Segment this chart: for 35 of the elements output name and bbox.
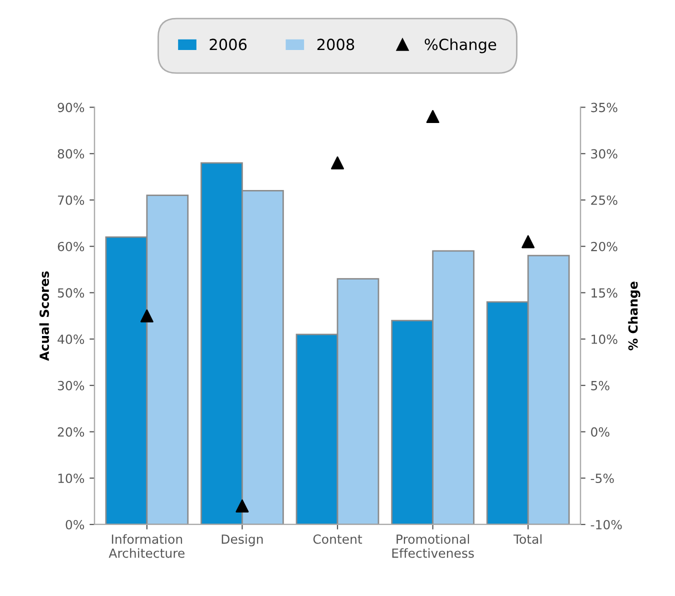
y2-tick-label: 15% [592,288,618,298]
x-tick-label: Information Architecture [108,534,185,558]
point [236,499,249,512]
point [426,110,440,124]
y-tick-label: 20% [58,427,84,437]
y2-tick-label: 0% [591,427,610,437]
y2-tick-label: 20% [591,242,618,252]
point [522,235,535,248]
legend-label: 2008 [317,38,354,50]
legend-label: 2006 [210,38,247,50]
y-tick-label: 30% [58,380,84,390]
y2-tick-label: 5% [591,380,610,390]
point [330,156,344,170]
y2-tick-label: -5% [590,474,614,484]
x-tick-label: Content [313,534,362,544]
x-tick-label: Design [222,534,263,546]
y-axis-title: Acual Scores [39,271,50,361]
y-tick-label: 40% [58,334,84,344]
y2-tick-label: 10% [592,334,618,344]
legend-label: %Change [424,38,496,54]
point [140,309,154,322]
y-tick-label: 60% [58,242,84,252]
x-tick-label: Total [513,534,542,544]
y2-tick-label: 35% [591,102,618,112]
y2-axis-title: % Change [628,282,640,350]
x-tick-label: Promotional Effectiveness [392,534,474,558]
y-tick-label: 10% [58,474,84,484]
y-tick-label: 80% [58,149,84,159]
y-tick-label: 50% [58,288,84,298]
y-tick-label: 0% [66,520,84,530]
y2-tick-label: -10% [590,520,622,530]
y-tick-label: 90% [58,102,84,112]
y-tick-label: 70% [58,195,84,205]
y2-tick-label: 30% [591,149,618,159]
y2-tick-label: 25% [591,195,618,205]
